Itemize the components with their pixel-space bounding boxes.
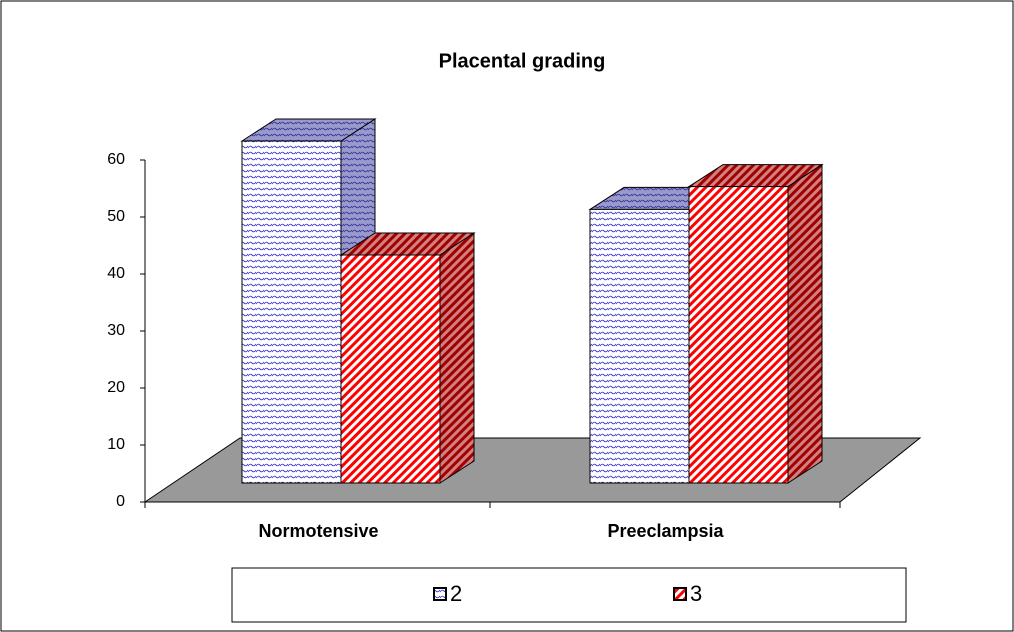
bar-front [589, 208, 690, 484]
y-tick-label: 40 [107, 265, 125, 282]
bar-front [340, 254, 441, 484]
x-tick-label: Normotensive [258, 521, 378, 541]
bar-front [241, 140, 342, 484]
bar-side [439, 232, 475, 484]
y-tick-label: 10 [107, 436, 125, 453]
y-tick-label: 0 [116, 493, 125, 510]
chart-title: Placental grading [439, 50, 606, 72]
legend [231, 567, 907, 623]
legend-label: 2 [450, 581, 462, 606]
bar [339, 232, 476, 484]
y-tick-label: 50 [107, 208, 125, 225]
x-tick-label: Preeclampsia [607, 521, 724, 541]
legend-swatch [433, 587, 447, 601]
legend-swatch [673, 587, 687, 601]
bar [687, 163, 824, 484]
y-tick-label: 30 [107, 322, 125, 339]
bar-side [787, 163, 823, 484]
bar-front [688, 186, 789, 484]
y-tick-label: 20 [107, 379, 125, 396]
legend-label: 3 [690, 581, 702, 606]
y-tick-label: 60 [107, 151, 125, 168]
